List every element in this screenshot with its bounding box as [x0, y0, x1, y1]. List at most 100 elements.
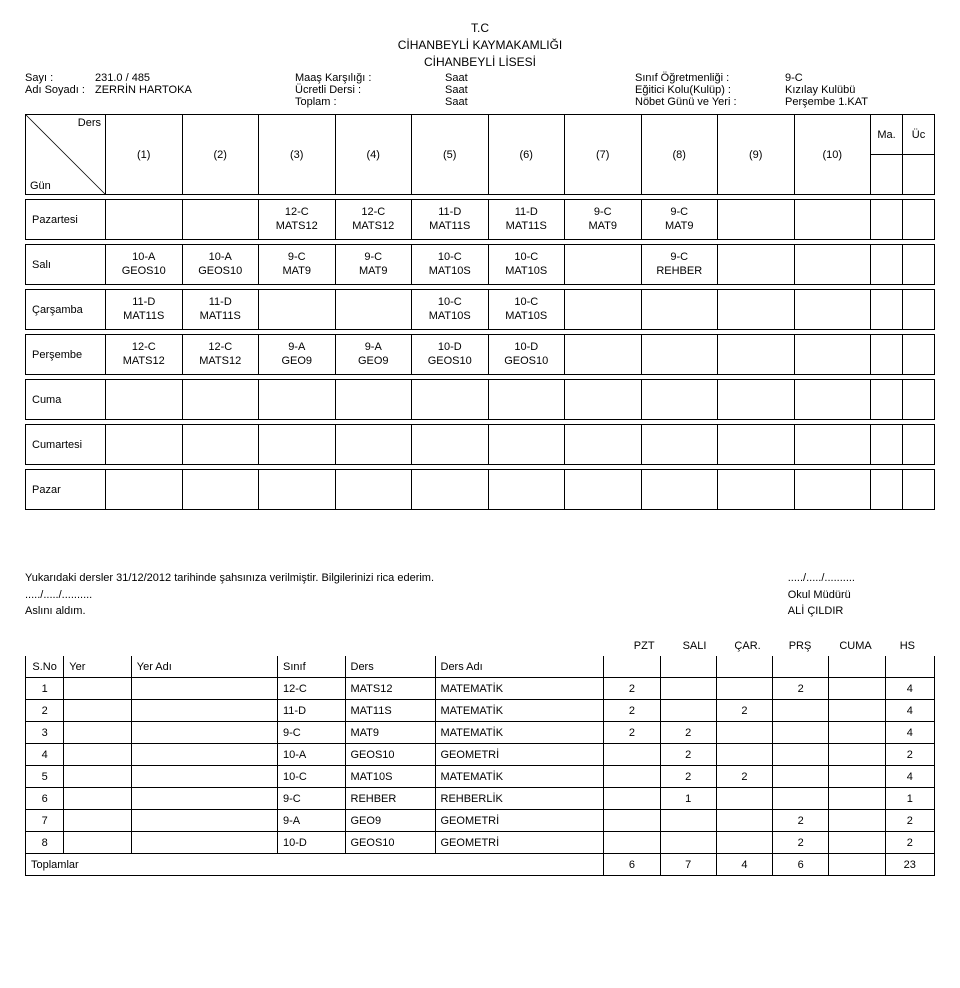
day-label: Pazar	[26, 470, 106, 510]
schedule-cell	[106, 470, 183, 510]
schedule-cell	[794, 290, 871, 330]
schedule-cell: 11-DMAT11S	[488, 200, 565, 240]
col-9: (9)	[718, 115, 795, 195]
uc-cell	[903, 335, 935, 375]
h-sali	[660, 656, 716, 678]
cell-dersadi: GEOMETRİ	[435, 744, 604, 766]
summary-row: 39-CMAT9MATEMATİK224	[26, 722, 935, 744]
uc-cell	[903, 245, 935, 285]
cell-dersadi: MATEMATİK	[435, 700, 604, 722]
h-yer: Yer	[64, 656, 132, 678]
cell-yeradi	[131, 744, 277, 766]
cell-cuma	[829, 832, 885, 854]
schedule-day-row: Cuma	[25, 379, 935, 420]
schedule-cell	[794, 245, 871, 285]
cell-prs: 2	[773, 810, 829, 832]
uc-blank	[903, 155, 935, 195]
h-sinif: Sınıf	[278, 656, 346, 678]
schedule-cell: 12-CMATS12	[106, 335, 183, 375]
schedule-day-row: Cumartesi	[25, 424, 935, 465]
schedule-cell	[106, 200, 183, 240]
cell-ders: MAT9	[345, 722, 435, 744]
cell-no: 3	[26, 722, 64, 744]
sinif-label: Sınıf Öğretmenliği :	[635, 72, 785, 84]
col-ma: Ma.	[871, 115, 903, 155]
sinif-value: 9-C	[785, 72, 803, 84]
schedule-cell	[412, 380, 489, 420]
cell-hs: 2	[885, 832, 935, 854]
uc-cell	[903, 200, 935, 240]
cell-yeradi	[131, 810, 277, 832]
cell-sali	[660, 700, 716, 722]
title-line-3: CİHANBEYLİ LİSESİ	[25, 54, 935, 71]
schedule-cell	[259, 470, 336, 510]
ma-cell	[871, 290, 903, 330]
h-pzt	[604, 656, 660, 678]
cell-cuma	[829, 678, 885, 700]
schedule-cell	[335, 425, 412, 465]
schedule-cell: 9-CMAT9	[641, 200, 718, 240]
h-hs	[885, 656, 935, 678]
cell-no: 8	[26, 832, 64, 854]
cell-hs: 2	[885, 744, 935, 766]
ma-cell	[871, 380, 903, 420]
dh-car: ÇAR.	[734, 640, 760, 652]
schedule-cell	[641, 335, 718, 375]
cell-yer	[64, 788, 132, 810]
dh-sali: SALI	[683, 640, 707, 652]
cell-yer	[64, 766, 132, 788]
day-label: Cuma	[26, 380, 106, 420]
footer-mudur: Okul Müdürü	[788, 587, 855, 604]
uc-cell	[903, 425, 935, 465]
cell-yer	[64, 722, 132, 744]
cell-ders: GEO9	[345, 810, 435, 832]
cell-sinif: 10-C	[278, 766, 346, 788]
cell-ders: GEOS10	[345, 832, 435, 854]
ma-cell	[871, 425, 903, 465]
footer-sentence: Yukarıdaki dersler 31/12/2012 tarihinde …	[25, 570, 434, 587]
schedule-cell	[259, 425, 336, 465]
cell-pzt: 2	[604, 700, 660, 722]
cell-sinif: 9-C	[278, 788, 346, 810]
schedule-cell	[565, 380, 642, 420]
day-label: Perşembe	[26, 335, 106, 375]
day-label: Cumartesi	[26, 425, 106, 465]
schedule-cell	[641, 380, 718, 420]
cell-hs: 4	[885, 678, 935, 700]
cell-cuma	[829, 722, 885, 744]
footer-mudur-name: ALİ ÇILDIR	[788, 603, 855, 620]
footer-date-right: ...../...../..........	[788, 570, 855, 587]
cell-car: 2	[716, 766, 772, 788]
summary-table: S.No Yer Yer Adı Sınıf Ders Ders Adı 112…	[25, 656, 935, 877]
cell-sinif: 9-A	[278, 810, 346, 832]
col-uc: Üc	[903, 115, 935, 155]
schedule-cell	[182, 425, 259, 465]
cell-sali	[660, 832, 716, 854]
title-line-2: CİHANBEYLİ KAYMAKAMLIĞI	[25, 37, 935, 54]
tot-sali: 7	[660, 854, 716, 876]
corner-cell: Ders Gün	[26, 115, 106, 195]
maas-value: Saat	[445, 72, 505, 84]
schedule-cell: 10-AGEOS10	[106, 245, 183, 285]
h-no: S.No	[26, 656, 64, 678]
cell-pzt	[604, 766, 660, 788]
cell-cuma	[829, 788, 885, 810]
cell-hs: 4	[885, 700, 935, 722]
cell-yer	[64, 744, 132, 766]
cell-yer	[64, 700, 132, 722]
uc-cell	[903, 470, 935, 510]
col-2: (2)	[182, 115, 259, 195]
schedule-cell	[106, 380, 183, 420]
schedule-cell	[565, 290, 642, 330]
ma-blank	[871, 155, 903, 195]
corner-top: Ders	[78, 117, 101, 129]
corner-bot: Gün	[30, 180, 51, 192]
schedule-cell	[718, 245, 795, 285]
cell-car	[716, 832, 772, 854]
summary-row: 79-AGEO9GEOMETRİ22	[26, 810, 935, 832]
h-prs	[773, 656, 829, 678]
summary-row: 211-DMAT11SMATEMATİK224	[26, 700, 935, 722]
cell-car	[716, 744, 772, 766]
schedule-cell: 10-DGEOS10	[412, 335, 489, 375]
ma-cell	[871, 200, 903, 240]
